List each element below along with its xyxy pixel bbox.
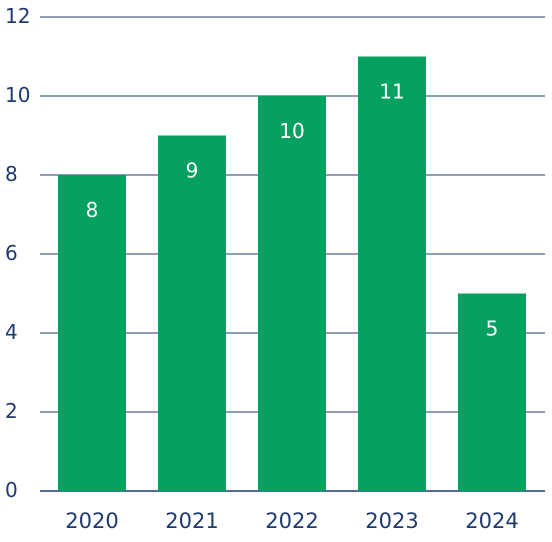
- x-tick-label: 2024: [465, 509, 518, 533]
- y-tick-label: 4: [5, 320, 18, 344]
- data-label: 10: [279, 119, 304, 143]
- y-tick-label: 0: [5, 478, 18, 502]
- x-tick-label: 2020: [65, 509, 118, 533]
- bar-2024: [458, 293, 526, 491]
- x-tick-label: 2022: [265, 509, 318, 533]
- bars: [58, 56, 526, 491]
- x-tick-label: 2023: [365, 509, 418, 533]
- data-label: 8: [86, 198, 99, 222]
- bar-2021: [158, 135, 226, 491]
- bar-2022: [258, 96, 326, 491]
- y-tick-label: 12: [5, 4, 30, 28]
- y-tick-label: 8: [5, 162, 18, 186]
- data-label: 9: [186, 159, 199, 183]
- bar-2023: [358, 56, 426, 491]
- y-axis-tick-labels: 0 2 4 6 8 10 12: [5, 4, 30, 502]
- data-label: 5: [486, 317, 499, 341]
- x-tick-label: 2021: [165, 509, 218, 533]
- bar-2020: [58, 175, 126, 491]
- data-labels: 8 9 10 11 5: [86, 80, 499, 341]
- y-tick-label: 10: [5, 83, 30, 107]
- y-tick-label: 2: [5, 399, 18, 423]
- data-label: 11: [379, 80, 404, 104]
- y-tick-label: 6: [5, 241, 18, 265]
- x-axis-tick-labels: 2020 2021 2022 2023 2024: [65, 509, 518, 533]
